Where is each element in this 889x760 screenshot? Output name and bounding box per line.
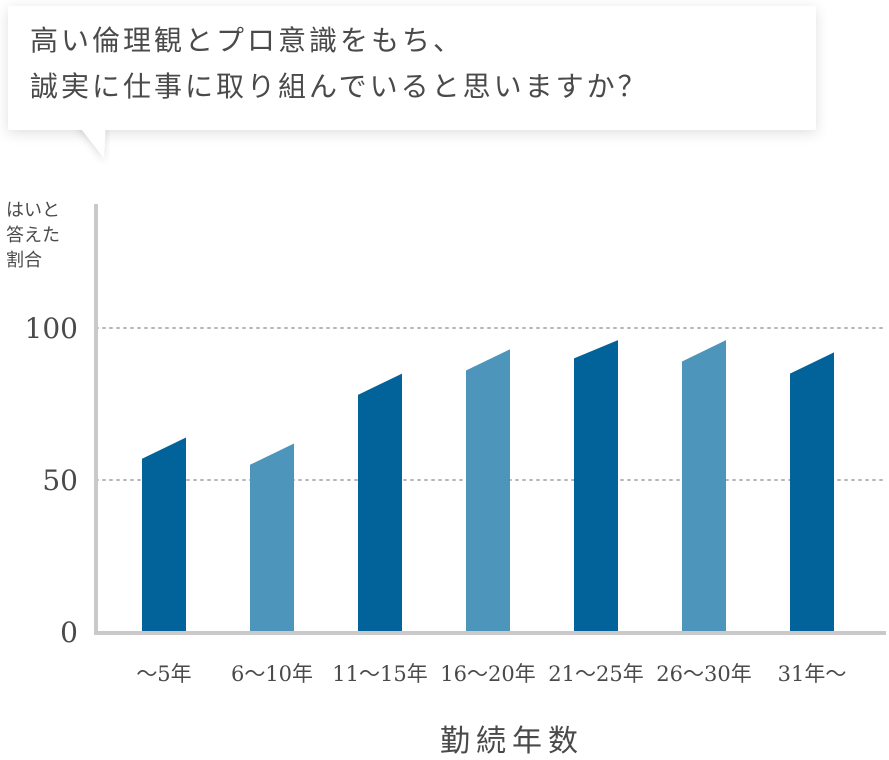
question-text: 高い倫理観とプロ意識をもち、 誠実に仕事に取り組んでいると思いますか？ <box>30 18 649 110</box>
bar <box>466 349 510 632</box>
x-tick-label: 26〜30年 <box>656 662 751 686</box>
x-tick-label: 〜5年 <box>136 662 191 686</box>
y-tick-label: 100 <box>25 312 78 345</box>
question-bubble <box>8 6 816 130</box>
x-tick-label: 16〜20年 <box>440 662 535 686</box>
x-axis-title: 勤続年数 <box>440 724 584 759</box>
bar <box>358 373 402 632</box>
bar <box>250 443 294 632</box>
x-tick-label: 31年〜 <box>778 662 847 686</box>
y-tick-label: 0 <box>60 616 78 649</box>
question-line-1: 高い倫理観とプロ意識をもち、 <box>30 24 465 57</box>
bar <box>574 340 618 632</box>
y-axis-label: はいと 答えた 割合 <box>6 198 60 273</box>
bar <box>682 340 726 632</box>
y-axis-label-line-1: はいと <box>6 200 60 221</box>
x-tick-label: 11〜15年 <box>332 662 427 686</box>
y-axis-label-line-3: 割合 <box>6 250 42 271</box>
x-tick-label: 6〜10年 <box>231 662 313 686</box>
y-tick-label: 50 <box>42 464 78 497</box>
bar <box>790 352 834 632</box>
bubble-tail <box>70 120 110 164</box>
y-axis-label-line-2: 答えた <box>6 225 60 246</box>
x-tick-label: 21〜25年 <box>548 662 643 686</box>
question-line-2: 誠実に仕事に取り組んでいると思いますか？ <box>30 70 649 103</box>
bar <box>142 437 186 632</box>
